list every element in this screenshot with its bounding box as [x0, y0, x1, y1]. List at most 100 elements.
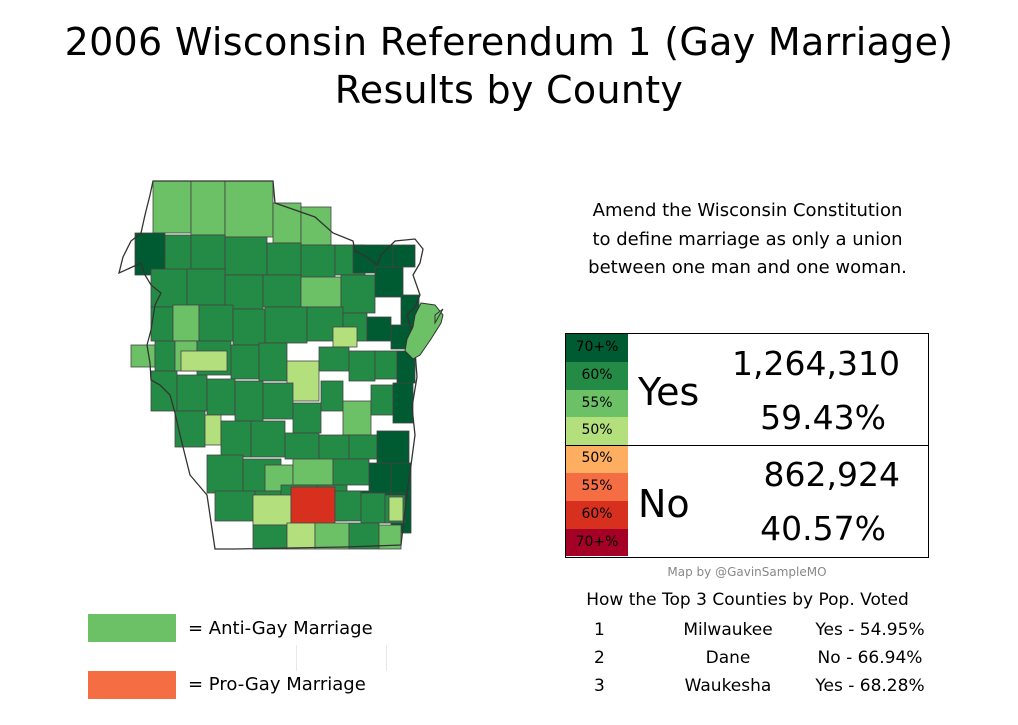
county-shape	[176, 374, 208, 412]
county-shape	[374, 350, 398, 380]
results-box: 70+% 60% 55% 50% 50% 55% 60% 70+% Yes 1,…	[565, 333, 929, 558]
county-shape	[250, 420, 286, 458]
legend-swatch-pro	[88, 671, 176, 699]
county-shape	[392, 244, 416, 268]
title-line-1: 2006 Wisconsin Referendum 1 (Gay Marriag…	[64, 20, 954, 64]
county-shape	[292, 402, 322, 434]
scale-yes-60: 60%	[566, 361, 628, 390]
county-shape	[348, 434, 378, 460]
county-name: Waukesha	[684, 676, 772, 696]
county-shape	[130, 344, 156, 368]
yes-votes: 1,264,310	[732, 344, 900, 383]
county-shape	[224, 236, 268, 276]
county-shape	[366, 316, 392, 342]
county-rank: 1	[594, 620, 605, 640]
results-divider	[566, 445, 928, 446]
county-shape	[392, 382, 414, 424]
county-shape	[232, 308, 266, 346]
county-shapes	[130, 180, 420, 550]
county-name: Milwaukee	[683, 620, 773, 640]
county-shape	[180, 350, 228, 372]
state-outline	[118, 180, 424, 550]
county-shape	[234, 380, 264, 422]
legend-anti-label: = Anti-Gay Marriage	[188, 618, 373, 639]
county-shape	[186, 268, 226, 306]
county-shape	[252, 524, 288, 550]
county-shape	[320, 380, 344, 412]
door-tip	[434, 308, 444, 325]
county-shape	[332, 458, 370, 486]
county-shape	[290, 486, 336, 526]
no-label: No	[638, 482, 690, 526]
county-shape	[224, 180, 274, 238]
county-shape	[214, 490, 256, 522]
county-shape	[262, 274, 302, 308]
question-line-3: between one man and one woman.	[588, 257, 907, 278]
yes-percent: 59.43%	[760, 398, 886, 437]
county-shape	[300, 206, 332, 246]
county-shape	[272, 202, 302, 244]
scale-yes-50: 50%	[566, 417, 628, 446]
county-result: No - 66.94%	[817, 648, 923, 668]
county-shape	[378, 524, 402, 550]
county-shape	[206, 378, 236, 416]
county-shape	[190, 180, 226, 236]
county-rank: 2	[594, 648, 605, 668]
county-shape	[164, 234, 192, 276]
county-shape	[154, 340, 176, 372]
county-shape	[224, 274, 264, 310]
county-shape	[314, 522, 350, 550]
top-county-row: 1 Milwaukee Yes - 54.95%	[560, 620, 940, 646]
map-credit: Map by @GavinSampleMO	[667, 565, 827, 579]
county-shape	[220, 420, 252, 458]
county-shape	[172, 304, 200, 342]
door-peninsula	[404, 302, 444, 360]
county-shape	[388, 496, 404, 522]
no-votes: 862,924	[763, 455, 900, 494]
county-shape	[134, 232, 166, 276]
title-line-2: Results by County	[334, 68, 684, 112]
county-shape	[318, 346, 350, 372]
county-name: Dane	[705, 648, 751, 668]
top-counties-title: How the Top 3 Counties by Pop. Voted	[586, 590, 909, 610]
divider-line	[296, 645, 297, 671]
county-shape	[300, 276, 342, 308]
scale-yes-55: 55%	[566, 389, 628, 418]
scale-no-70: 70+%	[566, 528, 628, 557]
question-line-1: Amend the Wisconsin Constitution	[592, 200, 903, 221]
county-shape	[252, 494, 292, 526]
county-shape	[368, 462, 392, 494]
county-shape	[206, 454, 244, 494]
county-shape	[258, 342, 288, 382]
no-percent: 40.57%	[760, 509, 886, 548]
county-shape	[332, 326, 358, 348]
county-shape	[292, 458, 334, 486]
legend-swatch-anti	[88, 614, 176, 642]
question-line-2: to define marriage as only a union	[592, 228, 903, 250]
county-result: Yes - 68.28%	[815, 676, 925, 696]
county-result: Yes - 54.95%	[815, 620, 925, 640]
legend-pro-label: = Pro-Gay Marriage	[188, 674, 366, 695]
scale-yes-70: 70+%	[566, 334, 628, 362]
county-shape	[300, 244, 336, 280]
county-shape	[198, 304, 234, 342]
color-scale: 70+% 60% 55% 50% 50% 55% 60% 70+%	[566, 334, 628, 557]
county-shape	[190, 234, 226, 270]
county-shape	[340, 274, 376, 314]
divider-line	[386, 645, 387, 671]
county-shape	[376, 430, 410, 464]
county-shape	[342, 400, 372, 436]
county-shape	[152, 180, 192, 234]
county-shape	[374, 266, 404, 298]
yes-label: Yes	[638, 370, 700, 414]
county-shape	[262, 382, 294, 420]
county-rank: 3	[594, 676, 605, 696]
map-title: 2006 Wisconsin Referendum 1 (Gay Marriag…	[0, 18, 1018, 114]
county-shape	[264, 306, 308, 344]
county-shape	[348, 522, 380, 550]
county-shape	[334, 490, 362, 522]
top-county-row: 3 Waukesha Yes - 68.28%	[560, 676, 940, 702]
county-shape	[370, 384, 394, 416]
scale-no-60: 60%	[566, 500, 628, 529]
county-shape	[348, 350, 376, 382]
